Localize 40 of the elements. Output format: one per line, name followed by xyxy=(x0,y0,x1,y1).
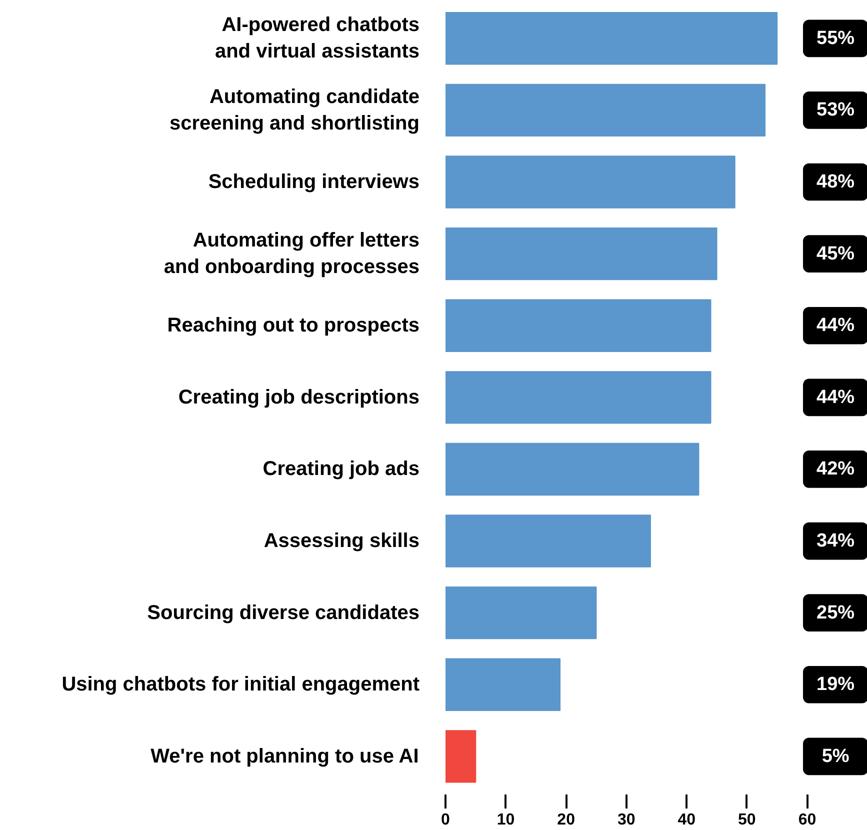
x-tick-label: 60 xyxy=(798,812,816,828)
bar xyxy=(446,442,700,496)
data-label: 42% xyxy=(816,458,855,480)
data-label: 34% xyxy=(816,530,855,552)
x-tick-label: 0 xyxy=(441,812,450,828)
bar xyxy=(446,514,651,568)
y-tick-label: Creating job ads xyxy=(262,458,420,480)
y-tick-label: We're not planning to use AI xyxy=(150,745,419,768)
bar xyxy=(446,586,597,640)
data-label: 19% xyxy=(816,674,855,696)
y-tick-label: Scheduling interviews xyxy=(208,171,420,194)
data-label: 5% xyxy=(822,746,850,767)
y-tick-label: AI-powered chatbots and virtual assistants xyxy=(214,14,420,63)
data-label: 44% xyxy=(816,315,855,336)
data-label: 25% xyxy=(816,602,855,624)
x-tick-label: 10 xyxy=(496,812,515,828)
data-label: 55% xyxy=(816,28,855,49)
bar xyxy=(446,227,718,280)
bar xyxy=(446,658,561,711)
y-tick-label: Automating candidate screening and shortlisting xyxy=(169,86,420,134)
x-tick-label: 20 xyxy=(557,812,576,828)
x-tick-label: 50 xyxy=(738,812,756,828)
bar xyxy=(446,299,712,352)
bar xyxy=(446,84,766,137)
data-label: 45% xyxy=(816,243,855,264)
bar xyxy=(446,156,736,208)
bar xyxy=(446,12,778,65)
data-label: 53% xyxy=(816,100,855,121)
data-label: 44% xyxy=(816,386,855,408)
y-tick-label: Assessing skills xyxy=(264,530,420,552)
data-label: 48% xyxy=(816,172,855,193)
y-tick-label: Sourcing diverse candidates xyxy=(147,602,420,624)
y-tick-label: Automating offer letters and onboarding processes xyxy=(164,230,420,278)
bar xyxy=(446,371,712,424)
x-tick-label: 40 xyxy=(678,812,696,828)
bar xyxy=(446,730,476,783)
y-tick-label: Reaching out to prospects xyxy=(167,314,420,337)
y-tick-label: Using chatbots for initial engagement xyxy=(62,674,420,696)
y-tick-label: Creating job descriptions xyxy=(178,386,420,408)
x-tick-label: 30 xyxy=(617,812,636,828)
